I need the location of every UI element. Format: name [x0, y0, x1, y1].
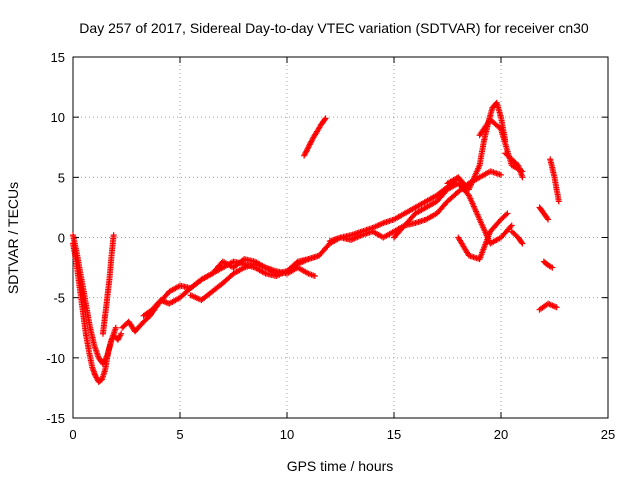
series-track-j — [444, 99, 509, 193]
series-track-n — [508, 228, 526, 247]
series-trace — [70, 233, 119, 366]
series-trace — [547, 157, 562, 203]
series-track-r — [547, 156, 562, 205]
series-trace — [510, 229, 525, 246]
series-track-c — [99, 232, 117, 337]
series-track-a — [70, 240, 125, 385]
y-tick-label: 15 — [51, 50, 65, 65]
x-tick-label: 20 — [494, 427, 508, 442]
series-track-i — [391, 180, 515, 247]
series-trace — [301, 116, 328, 158]
series-track-b — [70, 232, 119, 367]
data-point — [301, 152, 308, 159]
series-trace — [537, 205, 551, 222]
y-tick-label: 10 — [51, 110, 65, 125]
y-tick-label: 0 — [58, 231, 65, 246]
series-track-p — [536, 300, 560, 313]
y-tick-label: 5 — [58, 170, 65, 185]
y-axis-label: SDTVAR / TECUs — [5, 182, 21, 294]
axes: 0 5 10 15 20 25 -15 -10 -5 0 5 10 15 — [46, 50, 615, 442]
y-tick-label: -15 — [46, 411, 65, 426]
series-trace — [120, 175, 460, 334]
x-tick-label: 0 — [69, 427, 76, 442]
series-trace — [189, 261, 317, 303]
x-tick-label: 5 — [176, 427, 183, 442]
series-trace — [392, 181, 514, 246]
series-trace — [446, 100, 508, 191]
series-track-o — [536, 204, 552, 223]
x-tick-label: 10 — [280, 427, 294, 442]
x-axis-label: GPS time / hours — [287, 458, 394, 474]
series-track-d — [119, 174, 462, 335]
x-tick-label: 25 — [601, 427, 615, 442]
y-tick-label: -5 — [53, 291, 65, 306]
data-points — [70, 99, 562, 385]
chart-title: Day 257 of 2017, Sidereal Day-to-day VTE… — [79, 20, 589, 36]
series-trace — [537, 301, 559, 312]
series-track-f — [187, 260, 318, 304]
series-track-m — [502, 150, 526, 181]
series-trace — [503, 151, 525, 179]
series-trace — [456, 211, 510, 262]
series-track-q — [540, 258, 556, 271]
series-trace — [100, 233, 117, 336]
x-tick-label: 15 — [387, 427, 401, 442]
series-trace — [541, 259, 554, 270]
series-track-k — [455, 210, 511, 263]
y-tick-label: -10 — [46, 351, 65, 366]
series-track-g — [301, 115, 329, 159]
